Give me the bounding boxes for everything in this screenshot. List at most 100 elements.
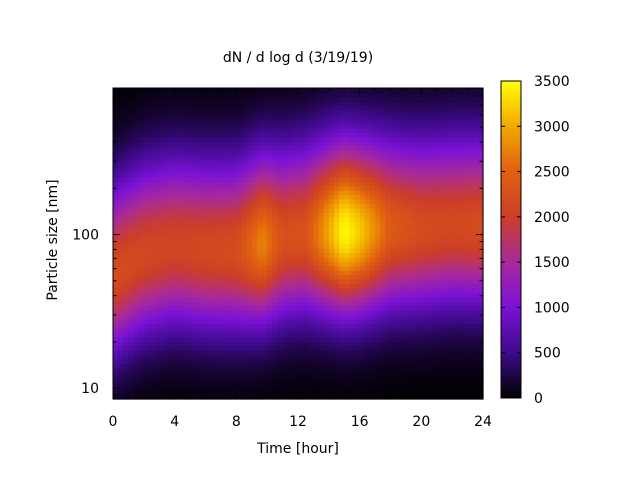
heatmap-cell (164, 292, 171, 298)
heatmap-cell (416, 256, 422, 262)
heatmap-cell (262, 176, 268, 182)
heatmap-cell (262, 110, 268, 116)
heatmap-cell (179, 270, 186, 276)
heatmap-cell (303, 199, 309, 205)
heatmap-cell (133, 163, 140, 169)
heatmap-cell (169, 287, 176, 293)
heatmap-cell (385, 176, 392, 182)
heatmap-cell (313, 225, 320, 231)
heatmap-cell (385, 194, 392, 200)
heatmap-cell (421, 88, 428, 94)
heatmap-cell (164, 101, 171, 107)
heatmap-cell (174, 265, 181, 271)
heatmap-cell (133, 261, 140, 267)
heatmap-cell (447, 363, 453, 369)
heatmap-cell (220, 145, 227, 151)
heatmap-cell (154, 270, 160, 276)
heatmap-cell (405, 136, 412, 142)
heatmap-cell (411, 110, 417, 116)
heatmap-cell (390, 296, 397, 302)
heatmap-cell (457, 199, 464, 205)
heatmap-cell (364, 105, 371, 111)
heatmap-cell (421, 381, 428, 387)
heatmap-cell (138, 190, 145, 196)
heatmap-cell (113, 390, 119, 396)
heatmap-cell (333, 167, 340, 174)
heatmap-cell (251, 350, 258, 356)
heatmap-cell (179, 132, 186, 138)
heatmap-cell (292, 323, 299, 329)
heatmap-cell (323, 119, 330, 125)
heatmap-cell (308, 247, 315, 253)
heatmap-cell (477, 336, 484, 342)
heatmap-cell (349, 336, 356, 342)
heatmap-cell (344, 354, 350, 360)
heatmap-cell (241, 354, 248, 360)
heatmap-cell (143, 96, 150, 102)
heatmap-cell (236, 145, 243, 151)
heatmap-cell (262, 212, 268, 218)
heatmap-cell (416, 336, 422, 342)
heatmap-cell (184, 270, 191, 276)
heatmap-cell (431, 145, 438, 151)
heatmap-cell (395, 367, 402, 373)
heatmap-cell (210, 341, 217, 347)
heatmap-cell (313, 305, 320, 311)
heatmap-cell (339, 207, 345, 213)
heatmap-cell (169, 323, 176, 329)
heatmap-cell (364, 114, 371, 120)
heatmap-cell (426, 256, 433, 262)
heatmap-cell (215, 354, 222, 360)
heatmap-cell (369, 296, 376, 302)
heatmap-cell (344, 372, 350, 378)
heatmap-cell (395, 350, 402, 356)
heatmap-cell (452, 270, 458, 276)
heatmap-cell (133, 332, 140, 338)
heatmap-cell (416, 243, 422, 249)
heatmap-cell (354, 394, 361, 400)
heatmap-cell (436, 234, 443, 240)
heatmap-cell (267, 119, 273, 125)
heatmap-cell (118, 381, 124, 387)
heatmap-cell (375, 172, 381, 178)
heatmap-cell (405, 225, 412, 231)
heatmap-cell (262, 394, 268, 400)
heatmap-cell (323, 239, 330, 245)
heatmap-cell (369, 256, 376, 262)
heatmap-cell (359, 167, 366, 174)
heatmap-cell (364, 167, 371, 174)
heatmap-cell (148, 163, 155, 169)
heatmap-cell (436, 114, 443, 120)
heatmap-cell (421, 390, 428, 396)
heatmap-cell (128, 181, 135, 187)
heatmap-cell (184, 350, 191, 356)
heatmap-cell (452, 96, 458, 102)
heatmap-cell (231, 252, 237, 258)
heatmap-cell (400, 305, 407, 311)
heatmap-cell (308, 261, 315, 267)
heatmap-cell (292, 256, 299, 262)
heatmap-cell (303, 132, 309, 138)
heatmap-cell (380, 390, 386, 396)
heatmap-cell (277, 234, 284, 240)
heatmap-cell (179, 167, 186, 174)
heatmap-cell (251, 385, 258, 391)
heatmap-cell (405, 167, 412, 174)
heatmap-cell (256, 336, 263, 342)
heatmap-cell (292, 163, 299, 169)
heatmap-cell (231, 167, 237, 174)
heatmap-cell (292, 225, 299, 231)
heatmap-cell (441, 363, 448, 369)
heatmap-cell (272, 287, 279, 293)
heatmap-cell (416, 110, 422, 116)
heatmap-cell (405, 283, 412, 289)
heatmap-cell (184, 354, 191, 360)
heatmap-cell (148, 247, 155, 253)
heatmap-cell (431, 114, 438, 120)
heatmap-cell (416, 376, 422, 382)
heatmap-cell (205, 88, 212, 94)
heatmap-cell (354, 96, 361, 102)
heatmap-cell (421, 270, 428, 276)
heatmap-cell (380, 256, 386, 262)
heatmap-cell (236, 381, 243, 387)
